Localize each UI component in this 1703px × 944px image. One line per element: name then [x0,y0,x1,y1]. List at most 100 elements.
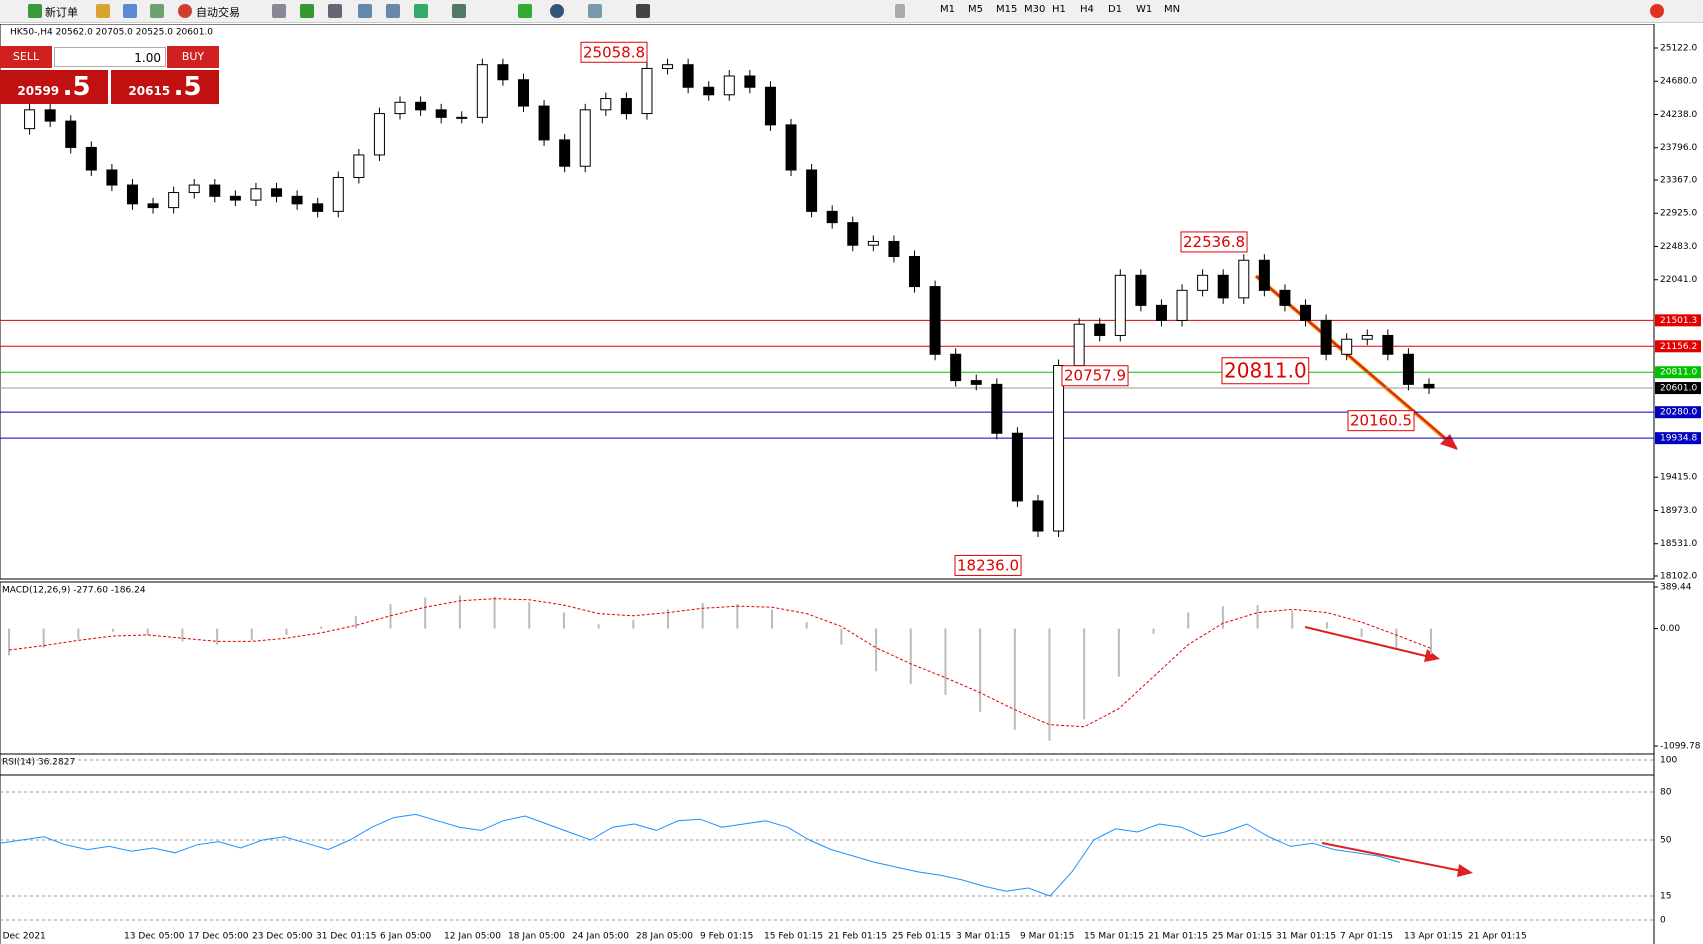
macd-bar [1083,628,1086,720]
macd-bar [1430,628,1432,655]
buy-price[interactable]: 20615 .5 [111,70,219,104]
candle [271,188,283,197]
y-tick-label: 18531.0 [1660,539,1697,549]
y-tick-label: 389.44 [1660,583,1692,593]
price-annotation: 18236.0 [957,556,1019,574]
x-tick-label: 18 Jan 05:00 [508,932,565,942]
y-tick-label: 22041.0 [1660,275,1697,285]
timeframe[interactable]: MN [1164,4,1181,15]
candle [1258,259,1270,291]
new-order[interactable]: 新订单 [45,6,78,19]
candle [579,109,591,167]
macd-bar [1291,610,1294,629]
icon [452,4,466,18]
trade-panel: SELL 1.00 BUY 20599 .5 20615 .5 [0,46,219,104]
icon [518,4,532,18]
candle [415,101,427,111]
level-label: 20811.0 [1660,368,1697,378]
icon [123,4,137,18]
macd-bar [42,628,45,648]
y-tick-label: 18102.0 [1660,572,1697,582]
price-main: 20615 [128,84,171,98]
annotation-box [580,41,648,63]
timeframe[interactable]: D1 [1108,4,1123,15]
timeframe[interactable]: M5 [968,4,983,15]
macd-bar [8,628,10,656]
trend-arrow [1255,275,1453,445]
candle [106,169,118,186]
macd-bar [1152,628,1155,634]
annotation-box [1061,365,1129,387]
timeframe[interactable]: H4 [1080,4,1094,15]
icon [895,4,905,18]
macd-bar [1013,628,1016,731]
candle [229,195,241,201]
timeframe[interactable]: M30 [1024,4,1046,15]
macd-bar [771,609,774,629]
level-label: 20601.0 [1660,384,1697,394]
macd-bar [320,626,323,629]
icon [414,4,428,18]
macd-bar [1187,612,1190,629]
y-tick-label: 18973.0 [1660,506,1697,516]
candle [65,120,77,148]
macd-bar [1360,628,1363,638]
macd-bar [597,624,600,629]
price-annotation: 20811.0 [1224,359,1307,383]
x-tick-label: 7 Dec 2021 [0,932,46,942]
sell-price[interactable]: 20599 .5 [0,70,108,104]
y-tick-label: 0 [1660,916,1666,926]
macd-bar [1256,605,1259,629]
icon [96,4,110,18]
price-annotation: 22536.8 [1183,233,1245,251]
auto-trade[interactable]: 自动交易 [196,6,240,19]
lots-input[interactable]: 1.00 [54,47,166,67]
x-tick-label: 31 Dec 01:15 [316,932,377,942]
candle [909,255,921,288]
timeframe[interactable]: M1 [940,4,955,15]
macd-bar [805,622,808,629]
macd-bar [250,628,253,641]
x-tick-label: 23 Dec 05:00 [252,932,313,942]
candle [353,154,365,179]
macd-bar [216,628,219,645]
candle [250,188,262,201]
candle [641,67,653,115]
macd-bar [77,628,80,640]
candle [1094,323,1106,336]
macd-bar [736,604,739,629]
price-frac: .5 [173,72,202,102]
rsi-arrow [1321,842,1463,872]
price-annotation: 20160.5 [1350,412,1412,430]
candle [991,383,1003,434]
buy-button[interactable]: BUY [167,46,219,68]
y-tick-label: 22925.0 [1660,209,1697,219]
candle [435,109,447,118]
candle [1155,304,1167,321]
level-tag [1655,432,1701,445]
candle [1361,334,1373,340]
candle [85,146,97,171]
candle [1135,274,1147,306]
candle [1197,274,1209,291]
y-tick-label: 22483.0 [1660,242,1697,252]
candle [785,124,797,171]
candle [147,203,159,209]
candle [1011,432,1023,502]
macd-bar [285,628,288,635]
level-tag [1655,314,1701,327]
x-tick-label: 6 Jan 05:00 [380,932,432,942]
y-tick-label: -1099.78 [1660,742,1701,752]
candle [1382,334,1394,355]
level-tag [1655,406,1701,419]
level-tag [1655,382,1701,395]
timeframe[interactable]: W1 [1136,4,1153,15]
macd-bar [1117,628,1120,677]
macd-bar [979,628,982,712]
level-label: 21156.2 [1660,342,1697,352]
timeframe[interactable]: M15 [996,4,1018,15]
icon [272,4,286,18]
timeframe[interactable]: H1 [1052,4,1066,15]
level-label: 19934.8 [1660,434,1697,444]
sell-button[interactable]: SELL [0,46,52,68]
